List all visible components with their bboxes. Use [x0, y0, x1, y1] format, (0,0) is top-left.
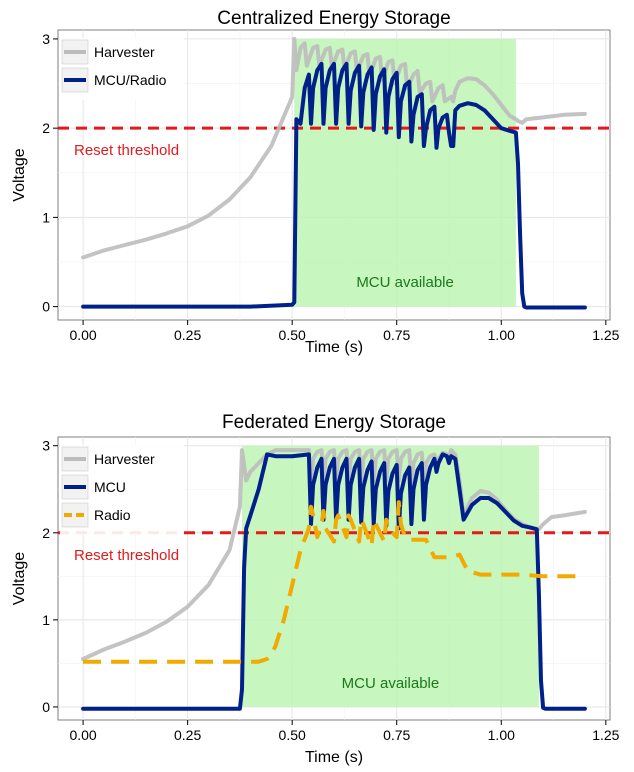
x-tick-label: 0.25	[174, 327, 201, 343]
x-tick-label: 0.00	[69, 727, 96, 743]
x-axis-label: Time (s)	[305, 339, 363, 356]
series-line-mcu	[81, 452, 587, 711]
y-tick-label: 2	[42, 120, 50, 136]
chart-title: Federated Energy Storage	[222, 412, 446, 433]
y-tick-label: 0	[42, 699, 50, 715]
legend-entry-label: Harvester	[94, 451, 155, 467]
legend-entry-label: MCU/Radio	[94, 72, 167, 88]
series-line-mcu-radio	[81, 61, 587, 310]
y-tick-label: 0	[42, 299, 50, 315]
x-tick-label: 1.25	[592, 327, 619, 343]
x-axis-label: Time (s)	[305, 749, 363, 766]
chart-panel-1: Federated Energy Storage Reset threshold M…	[11, 412, 620, 766]
y-axis-label: Voltage	[11, 148, 28, 201]
reset-threshold-label: Reset threshold	[74, 142, 179, 159]
x-tick-label: 1.00	[488, 727, 515, 743]
chart-panel-0: Centralized Energy Storage Reset threshol…	[11, 8, 620, 356]
series-line-harvester	[81, 36, 587, 260]
x-tick-label: 0.25	[174, 727, 201, 743]
mcu-available-label: MCU available	[342, 675, 440, 692]
y-tick-label: 2	[42, 525, 50, 541]
y-tick-label: 3	[42, 438, 50, 454]
reset-threshold-label: Reset threshold	[74, 547, 179, 564]
y-axis-label: Voltage	[11, 552, 28, 605]
legend-entry-label: Radio	[94, 507, 131, 523]
legend-entry-label: MCU	[94, 479, 126, 495]
y-tick-label: 1	[42, 209, 50, 225]
mcu-available-label: MCU available	[356, 274, 454, 291]
y-tick-label: 3	[42, 31, 50, 47]
y-tick-label: 1	[42, 612, 50, 628]
chart-title: Centralized Energy Storage	[217, 8, 450, 29]
x-tick-label: 0.75	[383, 727, 410, 743]
x-tick-label: 1.00	[488, 327, 515, 343]
x-tick-label: 0.00	[69, 327, 96, 343]
legend: Harvester MCU Radio	[60, 445, 184, 535]
x-tick-label: 0.75	[383, 327, 410, 343]
legend-entry-label: Harvester	[94, 44, 155, 60]
x-tick-label: 0.50	[279, 727, 306, 743]
x-tick-label: 1.25	[592, 727, 619, 743]
x-tick-label: 0.50	[279, 327, 306, 343]
legend: Harvester MCU/Radio	[60, 38, 184, 100]
series-line-radio	[83, 500, 585, 664]
